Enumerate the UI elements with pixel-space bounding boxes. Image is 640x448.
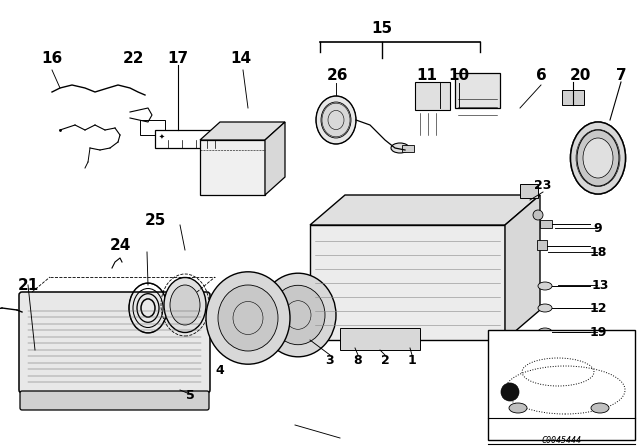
Ellipse shape bbox=[591, 403, 609, 413]
Text: 19: 19 bbox=[589, 326, 607, 339]
Ellipse shape bbox=[391, 143, 409, 153]
Ellipse shape bbox=[321, 102, 351, 138]
Bar bbox=[540, 220, 552, 228]
Ellipse shape bbox=[570, 122, 625, 194]
Ellipse shape bbox=[164, 277, 206, 332]
Text: 1: 1 bbox=[408, 353, 417, 366]
Text: 3: 3 bbox=[324, 353, 333, 366]
Text: 26: 26 bbox=[326, 68, 348, 82]
Text: 21: 21 bbox=[17, 277, 38, 293]
Polygon shape bbox=[265, 122, 285, 195]
Bar bbox=[140, 120, 165, 135]
Bar bbox=[402, 145, 414, 152]
Ellipse shape bbox=[260, 273, 336, 357]
Ellipse shape bbox=[316, 96, 356, 144]
Text: 23: 23 bbox=[534, 178, 552, 191]
Text: 15: 15 bbox=[371, 21, 392, 35]
Bar bbox=[562, 90, 584, 105]
Ellipse shape bbox=[206, 272, 290, 364]
Text: 25: 25 bbox=[144, 212, 166, 228]
Text: 11: 11 bbox=[417, 68, 438, 82]
Ellipse shape bbox=[583, 138, 613, 178]
Text: 13: 13 bbox=[591, 279, 609, 292]
Text: 4: 4 bbox=[216, 363, 225, 376]
Ellipse shape bbox=[170, 285, 200, 325]
Text: 14: 14 bbox=[230, 51, 252, 65]
Text: 18: 18 bbox=[589, 246, 607, 258]
Text: 7: 7 bbox=[616, 68, 627, 82]
Text: 6: 6 bbox=[536, 68, 547, 82]
Ellipse shape bbox=[538, 282, 552, 290]
Text: 24: 24 bbox=[109, 237, 131, 253]
Text: 16: 16 bbox=[42, 51, 63, 65]
FancyBboxPatch shape bbox=[19, 292, 210, 393]
Ellipse shape bbox=[538, 304, 552, 312]
Ellipse shape bbox=[577, 130, 619, 186]
Text: 22: 22 bbox=[122, 51, 144, 65]
Polygon shape bbox=[505, 195, 540, 340]
Text: C0045444: C0045444 bbox=[542, 436, 582, 445]
Text: 12: 12 bbox=[589, 302, 607, 314]
Text: 17: 17 bbox=[168, 51, 189, 65]
Ellipse shape bbox=[509, 403, 527, 413]
Text: 9: 9 bbox=[594, 221, 602, 234]
Text: ✦: ✦ bbox=[159, 134, 165, 140]
Text: 20: 20 bbox=[570, 68, 591, 82]
Circle shape bbox=[501, 383, 519, 401]
Bar bbox=[155, 130, 220, 148]
Text: 5: 5 bbox=[186, 388, 195, 401]
Bar bbox=[488, 330, 635, 440]
Bar bbox=[200, 140, 265, 195]
Ellipse shape bbox=[538, 328, 552, 336]
Bar bbox=[415, 82, 450, 110]
Text: 10: 10 bbox=[449, 68, 470, 82]
Ellipse shape bbox=[271, 285, 325, 345]
Text: 8: 8 bbox=[354, 353, 362, 366]
Text: 2: 2 bbox=[381, 353, 389, 366]
Bar bbox=[520, 184, 538, 198]
Bar bbox=[340, 328, 420, 350]
Polygon shape bbox=[200, 122, 285, 140]
FancyBboxPatch shape bbox=[20, 391, 209, 410]
Bar bbox=[310, 225, 505, 340]
Ellipse shape bbox=[218, 285, 278, 351]
Bar bbox=[537, 240, 547, 250]
Circle shape bbox=[533, 210, 543, 220]
Polygon shape bbox=[310, 195, 540, 225]
Bar bbox=[455, 73, 500, 108]
